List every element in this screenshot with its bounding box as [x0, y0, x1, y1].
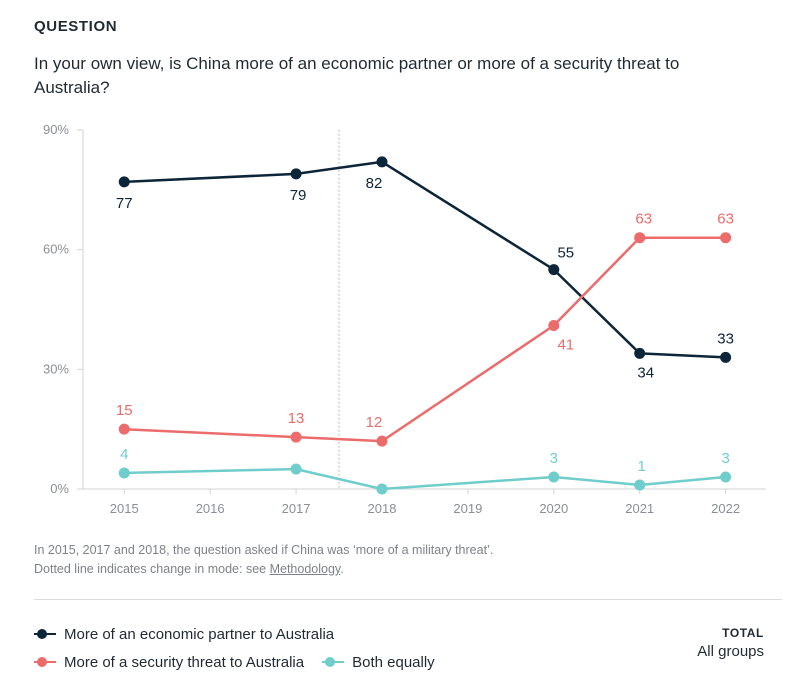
x-tick-label: 2019 — [453, 501, 482, 516]
series-line-0 — [124, 160, 726, 359]
legend-row-1: More of an economic partner to Australia — [34, 620, 453, 648]
data-label: 63 — [717, 211, 734, 228]
data-label: 82 — [366, 175, 383, 192]
data-point — [290, 431, 302, 443]
data-label: 63 — [635, 211, 652, 228]
data-label: 13 — [288, 410, 305, 427]
data-label: 79 — [290, 187, 307, 204]
chart-notes: In 2015, 2017 and 2018, the question ask… — [34, 541, 493, 579]
divider — [34, 599, 782, 600]
data-label: 1 — [638, 458, 646, 475]
y-tick-label: 30% — [43, 361, 69, 376]
data-point — [634, 347, 646, 359]
x-tick-label: 2022 — [711, 501, 740, 516]
data-point — [376, 156, 388, 168]
data-label: 15 — [116, 402, 133, 419]
total-group: TOTAL All groups — [697, 626, 764, 660]
legend-label-both: Both equally — [352, 653, 435, 671]
question-label: QUESTION — [34, 18, 118, 35]
note-line-2-prefix: Dotted line indicates change in mode: se… — [34, 562, 270, 576]
data-point — [376, 435, 388, 447]
series-line-1 — [124, 236, 726, 443]
data-point — [118, 423, 130, 435]
y-tick-label: 60% — [43, 242, 69, 257]
legend-swatch-both — [322, 657, 346, 667]
data-label: 41 — [557, 336, 574, 353]
data-point — [118, 176, 130, 188]
legend: More of an economic partner to Australia… — [34, 620, 453, 676]
legend-swatch-security — [34, 657, 58, 667]
data-point — [548, 319, 560, 331]
legend-row-2: More of a security threat to Australia B… — [34, 648, 453, 676]
legend-label-security: More of a security threat to Australia — [64, 653, 305, 671]
data-point — [548, 264, 560, 276]
data-point — [634, 479, 646, 491]
note-line-1: In 2015, 2017 and 2018, the question ask… — [34, 543, 494, 557]
data-label: 77 — [116, 195, 133, 212]
data-label: 4 — [120, 446, 128, 463]
y-tick-label: 90% — [43, 122, 69, 137]
note-line-2: Dotted line indicates change in mode: se… — [34, 560, 493, 579]
data-point — [376, 483, 388, 495]
data-label: 3 — [550, 450, 558, 467]
x-tick-label: 2016 — [196, 501, 225, 516]
line-chart: 0% 30% 60% 90% 2015 2016 2017 2018 2019 2020 2021 2… — [43, 122, 766, 516]
x-tick-label: 2017 — [282, 501, 311, 516]
legend-item-economic[interactable]: More of an economic partner to Australia — [34, 623, 334, 645]
note-line-2-suffix: . — [340, 562, 344, 576]
data-point — [290, 463, 302, 475]
x-tick-label: 2018 — [368, 501, 397, 516]
x-tick-label: 2021 — [625, 501, 654, 516]
data-point — [720, 471, 732, 483]
x-tick-label: 2015 — [110, 501, 139, 516]
legend-item-security[interactable]: More of a security threat to Australia — [34, 651, 304, 673]
data-label: 33 — [717, 330, 734, 347]
data-point — [634, 232, 646, 244]
question-text: In your own view, is China more of an ec… — [34, 54, 680, 97]
data-label: 12 — [366, 414, 383, 431]
total-value[interactable]: All groups — [697, 643, 764, 660]
data-point — [290, 168, 302, 180]
data-point — [720, 232, 732, 244]
legend-label-economic: More of an economic partner to Australia — [64, 625, 335, 643]
total-title: TOTAL — [722, 626, 764, 640]
x-tick-label: 2020 — [539, 501, 568, 516]
data-label: 55 — [557, 245, 574, 262]
data-label: 3 — [721, 450, 729, 467]
methodology-link[interactable]: Methodology — [269, 562, 341, 576]
legend-swatch-economic — [34, 629, 58, 639]
data-point — [118, 467, 130, 479]
data-label: 34 — [637, 364, 654, 381]
legend-item-both[interactable]: Both equally — [322, 651, 435, 673]
data-point — [548, 471, 560, 483]
y-tick-label: 0% — [50, 481, 69, 496]
series-line-2 — [124, 467, 726, 491]
data-point — [720, 351, 732, 363]
